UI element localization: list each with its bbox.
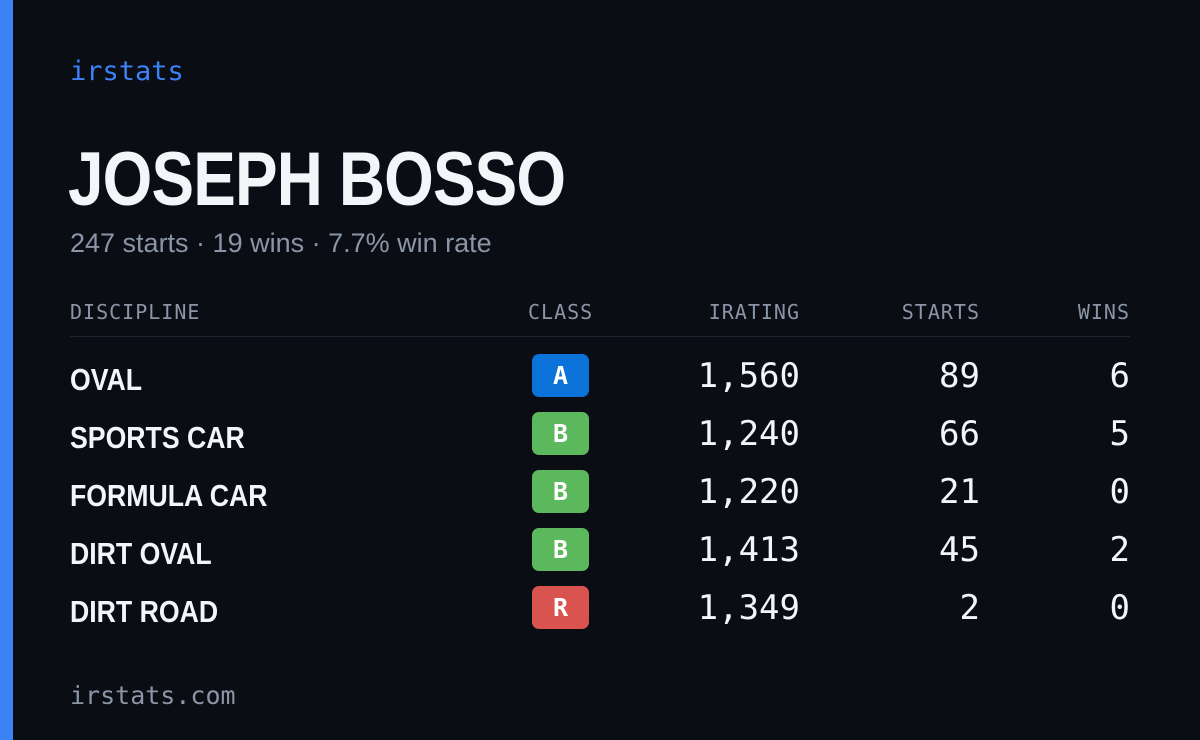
driver-summary: 247 starts · 19 wins · 7.7% win rate bbox=[70, 228, 492, 258]
wins-value: 2 bbox=[1109, 530, 1130, 570]
irating-value: 1,560 bbox=[697, 356, 800, 396]
accent-bar bbox=[0, 0, 13, 740]
header-discipline: DISCIPLINE bbox=[70, 300, 201, 324]
footer-url[interactable]: irstats.com bbox=[70, 681, 236, 710]
brand-logo[interactable]: irstats bbox=[70, 56, 184, 87]
class-badge: A bbox=[532, 354, 589, 397]
table-row: DIRT ROAD R 1,349 2 0 bbox=[0, 586, 1200, 644]
irating-value: 1,349 bbox=[697, 588, 800, 628]
wins-value: 0 bbox=[1109, 472, 1130, 512]
header-class: CLASS bbox=[528, 300, 594, 324]
discipline-name: OVAL bbox=[70, 362, 143, 397]
header-wins: WINS bbox=[1077, 300, 1130, 324]
irating-value: 1,220 bbox=[697, 472, 800, 512]
irating-value: 1,240 bbox=[697, 414, 800, 454]
class-badge: R bbox=[532, 586, 589, 629]
irating-value: 1,413 bbox=[697, 530, 800, 570]
starts-value: 45 bbox=[939, 530, 980, 570]
driver-name: JOSEPH BOSSO bbox=[68, 137, 566, 222]
wins-value: 6 bbox=[1109, 356, 1130, 396]
table-row: SPORTS CAR B 1,240 66 5 bbox=[0, 412, 1200, 470]
discipline-name: SPORTS CAR bbox=[70, 420, 245, 455]
starts-value: 89 bbox=[939, 356, 980, 396]
wins-value: 0 bbox=[1109, 588, 1130, 628]
class-badge: B bbox=[532, 528, 589, 571]
table-row: DIRT OVAL B 1,413 45 2 bbox=[0, 528, 1200, 586]
discipline-name: FORMULA CAR bbox=[70, 478, 268, 513]
class-badge: B bbox=[532, 412, 589, 455]
starts-value: 21 bbox=[939, 472, 980, 512]
discipline-name: DIRT ROAD bbox=[70, 594, 219, 629]
header-irating: IRATING bbox=[708, 300, 800, 324]
starts-value: 2 bbox=[959, 588, 980, 628]
starts-value: 66 bbox=[939, 414, 980, 454]
table-row: OVAL A 1,560 89 6 bbox=[0, 354, 1200, 412]
discipline-name: DIRT OVAL bbox=[70, 536, 212, 571]
header-divider bbox=[70, 336, 1130, 337]
header-starts: STARTS bbox=[901, 300, 980, 324]
class-badge: B bbox=[532, 470, 589, 513]
wins-value: 5 bbox=[1109, 414, 1130, 454]
table-row: FORMULA CAR B 1,220 21 0 bbox=[0, 470, 1200, 528]
